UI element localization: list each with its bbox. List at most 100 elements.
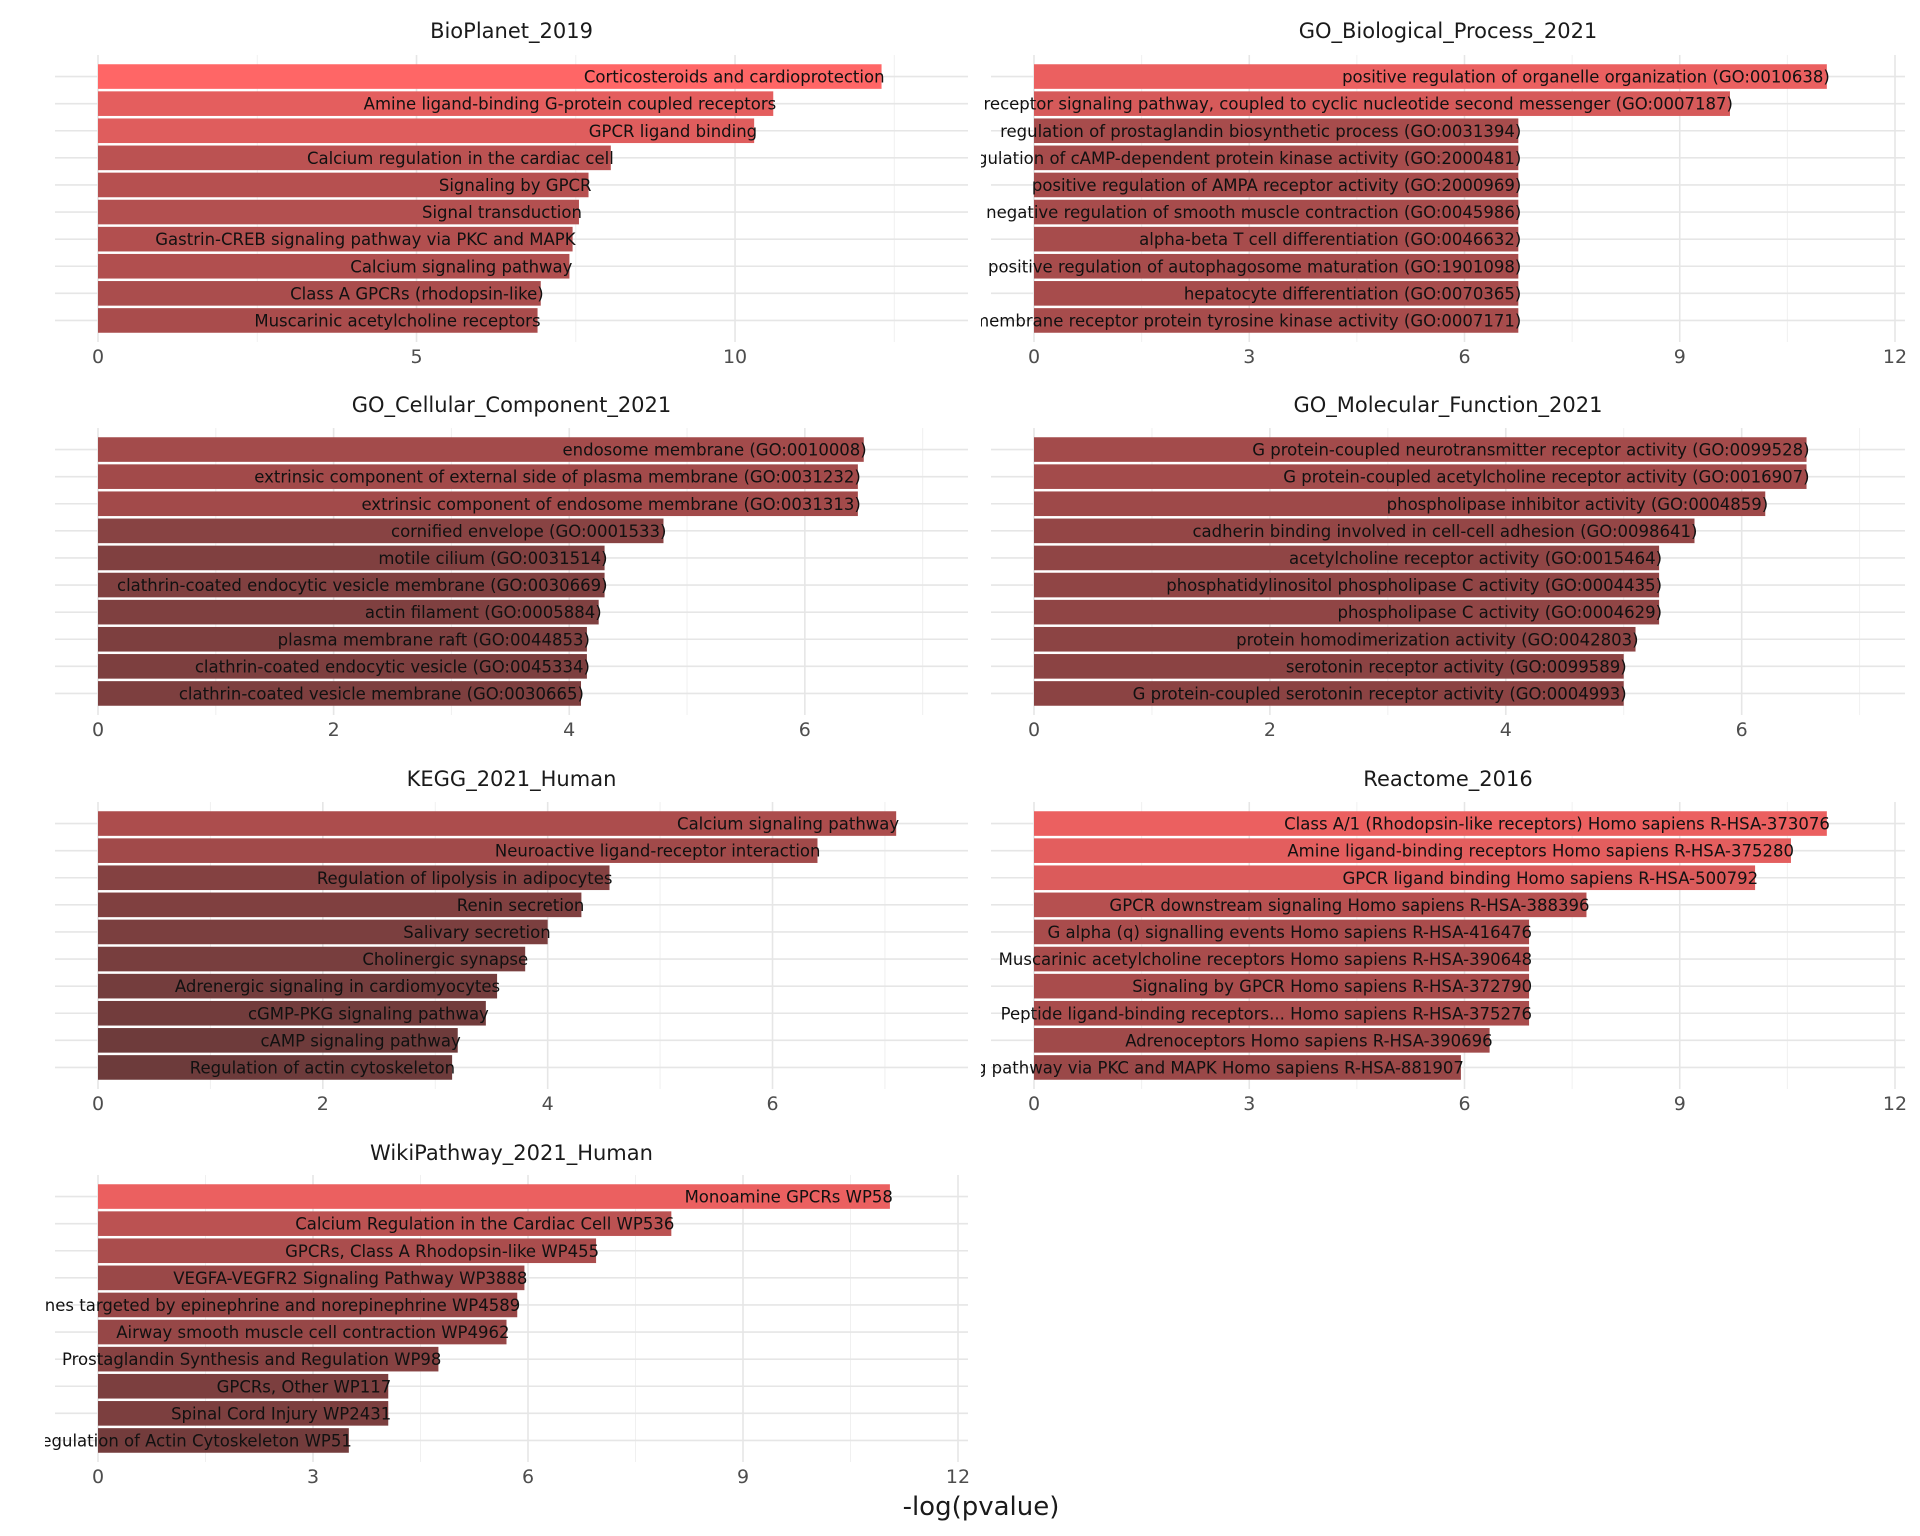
bar (1034, 226, 1519, 252)
bar-label: cornified envelope (GO:0001533) (391, 522, 666, 541)
bar (1034, 1055, 1461, 1080)
bar (1034, 491, 1766, 517)
bar (1034, 654, 1624, 679)
x-tick-label: 2 (317, 1093, 329, 1115)
bar-label: hepatocyte differentiation (GO:0070365) (1184, 284, 1522, 303)
bar-label: Signaling by GPCR (439, 176, 592, 195)
bar (98, 626, 587, 652)
bar (1034, 811, 1827, 836)
bar (98, 1319, 507, 1345)
bar-label: adenylate cyclase-activating G protein-c… (588, 95, 1733, 114)
panel-title: KEGG_2021_Human (407, 767, 617, 792)
bar-label: GPCR ligand binding (589, 122, 757, 141)
bar-label: cAMP signaling pathway (260, 1031, 460, 1050)
bar-label: Prostaglandin Synthesis and Regulation W… (62, 1350, 441, 1369)
bar-label: Neuroactive ligand-receptor interaction (495, 842, 821, 861)
bar-label: GPCRs, Class A Rhodopsin-like WP455 (285, 1242, 599, 1261)
x-tick-label: 0 (1028, 719, 1040, 741)
bar (1034, 145, 1519, 171)
panel-title: GO_Cellular_Component_2021 (352, 393, 672, 418)
bar (1034, 64, 1827, 89)
x-tick-label: 2 (328, 719, 340, 741)
bar-label: Monoamine GPCRs WP58 (685, 1188, 893, 1207)
bar-label: acetylcholine receptor activity (GO:0015… (1289, 549, 1662, 568)
bar (98, 464, 858, 489)
bar-label: phosphatidylinositol phospholipase C act… (1166, 576, 1662, 595)
bar-label: Renin secretion (457, 896, 585, 915)
x-tick-label: 10 (723, 346, 747, 368)
x-tick-label: 5 (410, 346, 422, 368)
x-tick-label: 6 (766, 1093, 778, 1115)
bar-label: Signaling by GPCR Homo sapiens R-HSA-372… (1132, 977, 1532, 996)
bar (1034, 281, 1519, 306)
bar (98, 281, 541, 306)
x-tick-label: 4 (542, 1093, 554, 1115)
chart-panel: GO_Biological_Process_2021 positive regul… (588, 19, 1907, 368)
bar (98, 1265, 525, 1291)
bar (98, 572, 605, 598)
bar (1034, 572, 1660, 598)
bar (98, 1401, 389, 1426)
bar (98, 308, 538, 333)
bar (1034, 308, 1519, 333)
bar (1034, 946, 1530, 972)
x-tick-label: 6 (1458, 346, 1470, 368)
bar-label: actin filament (GO:0005884) (365, 603, 602, 622)
bar-label: clathrin-coated endocytic vesicle (GO:00… (195, 657, 590, 676)
x-tick-label: 0 (92, 1093, 104, 1115)
bar (1034, 892, 1587, 918)
x-axis-label: -log(pvalue) (903, 1492, 1060, 1522)
bar-label: Class A/1 (Rhodopsin-like receptors) Hom… (1284, 815, 1830, 834)
bar-label: GPCR ligand binding Homo sapiens R-HSA-5… (1343, 869, 1759, 888)
bar-label: Gastrin-CREB signaling pathway via PKC a… (155, 230, 577, 249)
chart-panel: BioPlanet_2019 Corticosteroids and cardio… (55, 19, 968, 368)
bar (1034, 626, 1636, 652)
bar-label: G protein-coupled acetylcholine receptor… (1283, 468, 1809, 487)
x-tick-label: 0 (1028, 346, 1040, 368)
bar-label: Signal transduction (422, 203, 582, 222)
bar (98, 518, 664, 544)
bar (1034, 118, 1519, 144)
bar (98, 838, 818, 863)
bar-label: Calcium signaling pathway (677, 815, 899, 834)
bar (1034, 464, 1807, 489)
x-tick-label: 9 (1674, 346, 1686, 368)
bar-label: positive regulation of AMPA receptor act… (1032, 176, 1521, 195)
bar (98, 226, 573, 252)
bar (98, 654, 587, 679)
bar-label: regulation of prostaglandin biosynthetic… (1000, 122, 1521, 141)
bar-label: cadherin binding involved in cell-cell a… (1192, 522, 1697, 541)
x-tick-label: 4 (1500, 719, 1512, 741)
x-tick-label: 12 (1883, 346, 1907, 368)
x-tick-label: 0 (92, 346, 104, 368)
bar (1034, 1028, 1490, 1053)
bar-label: regulation of cAMP-dependent protein kin… (960, 149, 1521, 168)
bar-label: Calcium Regulation in the Cardiac Cell W… (295, 1215, 674, 1234)
bar-label: Regulation of Actin Cytoskeleton WP51 (31, 1431, 352, 1450)
bar-label: Genes targeted by epinephrine and norepi… (22, 1296, 520, 1315)
bar (98, 599, 599, 625)
panel-title: GO_Molecular_Function_2021 (1294, 393, 1603, 418)
bar-label: Airway smooth muscle cell contraction WP… (116, 1323, 509, 1342)
bar (1034, 518, 1695, 544)
x-tick-label: 2 (1264, 719, 1276, 741)
bar-label: clathrin-coated endocytic vesicle membra… (117, 576, 608, 595)
bar-label: alpha-beta T cell differentiation (GO:00… (1139, 230, 1521, 249)
bar (1034, 1000, 1530, 1026)
bar (98, 118, 755, 144)
bar (98, 1428, 349, 1453)
bar-label: phospholipase C activity (GO:0004629) (1337, 603, 1662, 622)
bar (1034, 599, 1660, 625)
bar-label: Salivary secretion (403, 923, 550, 942)
bar (98, 1055, 453, 1080)
x-tick-label: 0 (92, 1466, 104, 1488)
bar (98, 253, 570, 279)
bar-label: protein homodimerization activity (GO:00… (1236, 630, 1638, 649)
bar-label: Calcium regulation in the cardiac cell (307, 149, 614, 168)
bar-label: positive regulation of organelle organiz… (1342, 68, 1830, 87)
bar (1034, 172, 1519, 198)
bar (98, 919, 548, 945)
x-tick-label: 4 (563, 719, 575, 741)
bar-label: G protein-coupled serotonin receptor act… (1133, 684, 1627, 703)
x-tick-label: 9 (737, 1466, 749, 1488)
